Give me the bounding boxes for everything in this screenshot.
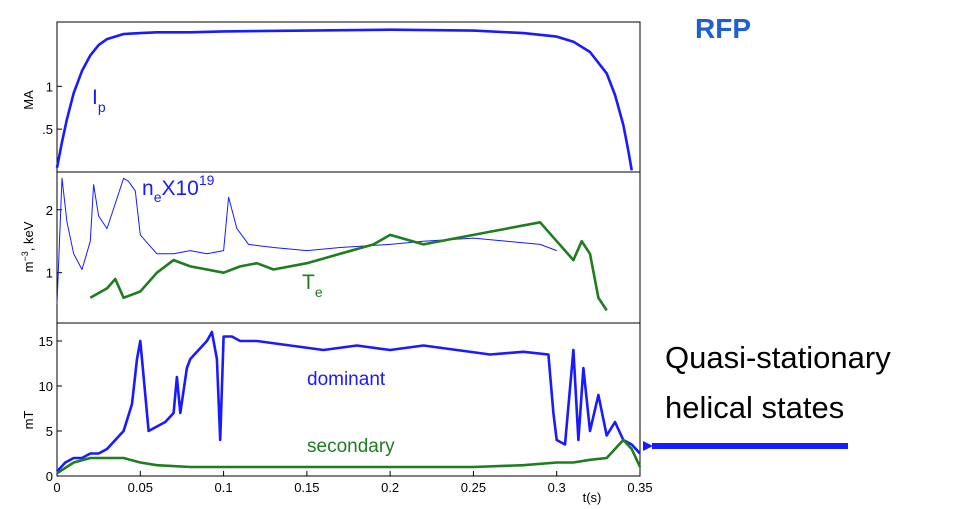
panel-magnetic-frame — [56, 322, 641, 477]
ytick-label: 10 — [39, 379, 53, 394]
series-line-i — [55, 28, 633, 171]
ytick-label: 1 — [46, 266, 53, 281]
xtick-label: 0.15 — [294, 480, 319, 495]
xlabel-time: t(s) — [583, 490, 602, 505]
ytick-label: 5 — [46, 424, 53, 439]
xtick-label: 0.05 — [128, 480, 153, 495]
annotation-line-2: helical states — [665, 390, 844, 425]
ytick-label: 0 — [46, 469, 53, 484]
series-label-ne: neX1019 — [142, 172, 215, 205]
panel-current-frame — [56, 21, 641, 173]
ylabel-density-temperature: m−3, keV — [20, 221, 36, 272]
panel-density-temperature: 1 2 m−3, keV neX1019 Te — [20, 171, 641, 324]
xtick-label: 0.35 — [627, 480, 652, 495]
ylabel-magnetic: mT — [21, 411, 36, 430]
panel-current: .5 1 MA Ip — [21, 21, 641, 173]
series-label-secondary: secondary — [307, 436, 395, 457]
series-label-ip: Ip — [92, 86, 106, 115]
series-line-n — [56, 177, 557, 305]
ylabel-current: MA — [21, 90, 36, 110]
ytick-label: 2 — [46, 203, 53, 218]
panel-magnetic: 0 5 10 15 0 0.05 0.1 0.15 0.2 0.25 0.3 0.35 mT t(s… — [21, 322, 653, 505]
series-line-dominant — [56, 330, 641, 473]
xtick-label: 0.2 — [381, 480, 399, 495]
series-line-t — [89, 221, 608, 312]
ytick-label: .5 — [42, 122, 53, 137]
xtick-label: 0.3 — [548, 480, 566, 495]
xtick-label: 0.25 — [461, 480, 486, 495]
xtick-label: 0 — [53, 480, 60, 495]
ytick-label: 1 — [46, 79, 53, 94]
headline: RFP — [695, 13, 751, 44]
series-line-secondary — [56, 438, 642, 475]
series-label-te: Te — [302, 271, 323, 300]
annotation-line-1: Quasi-stationary — [665, 340, 891, 375]
series-label-dominant: dominant — [307, 369, 386, 390]
ytick-label: 15 — [39, 334, 53, 349]
xtick-label: 0.1 — [215, 480, 233, 495]
